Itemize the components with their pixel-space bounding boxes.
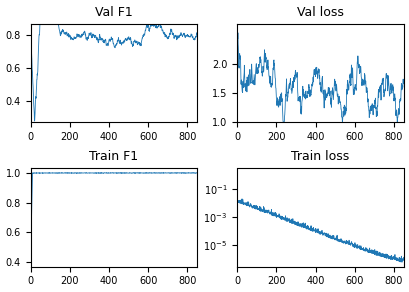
Title: Val loss: Val loss: [296, 6, 343, 19]
Title: Train loss: Train loss: [291, 150, 349, 163]
Title: Train F1: Train F1: [89, 150, 138, 163]
Title: Val F1: Val F1: [95, 6, 133, 19]
